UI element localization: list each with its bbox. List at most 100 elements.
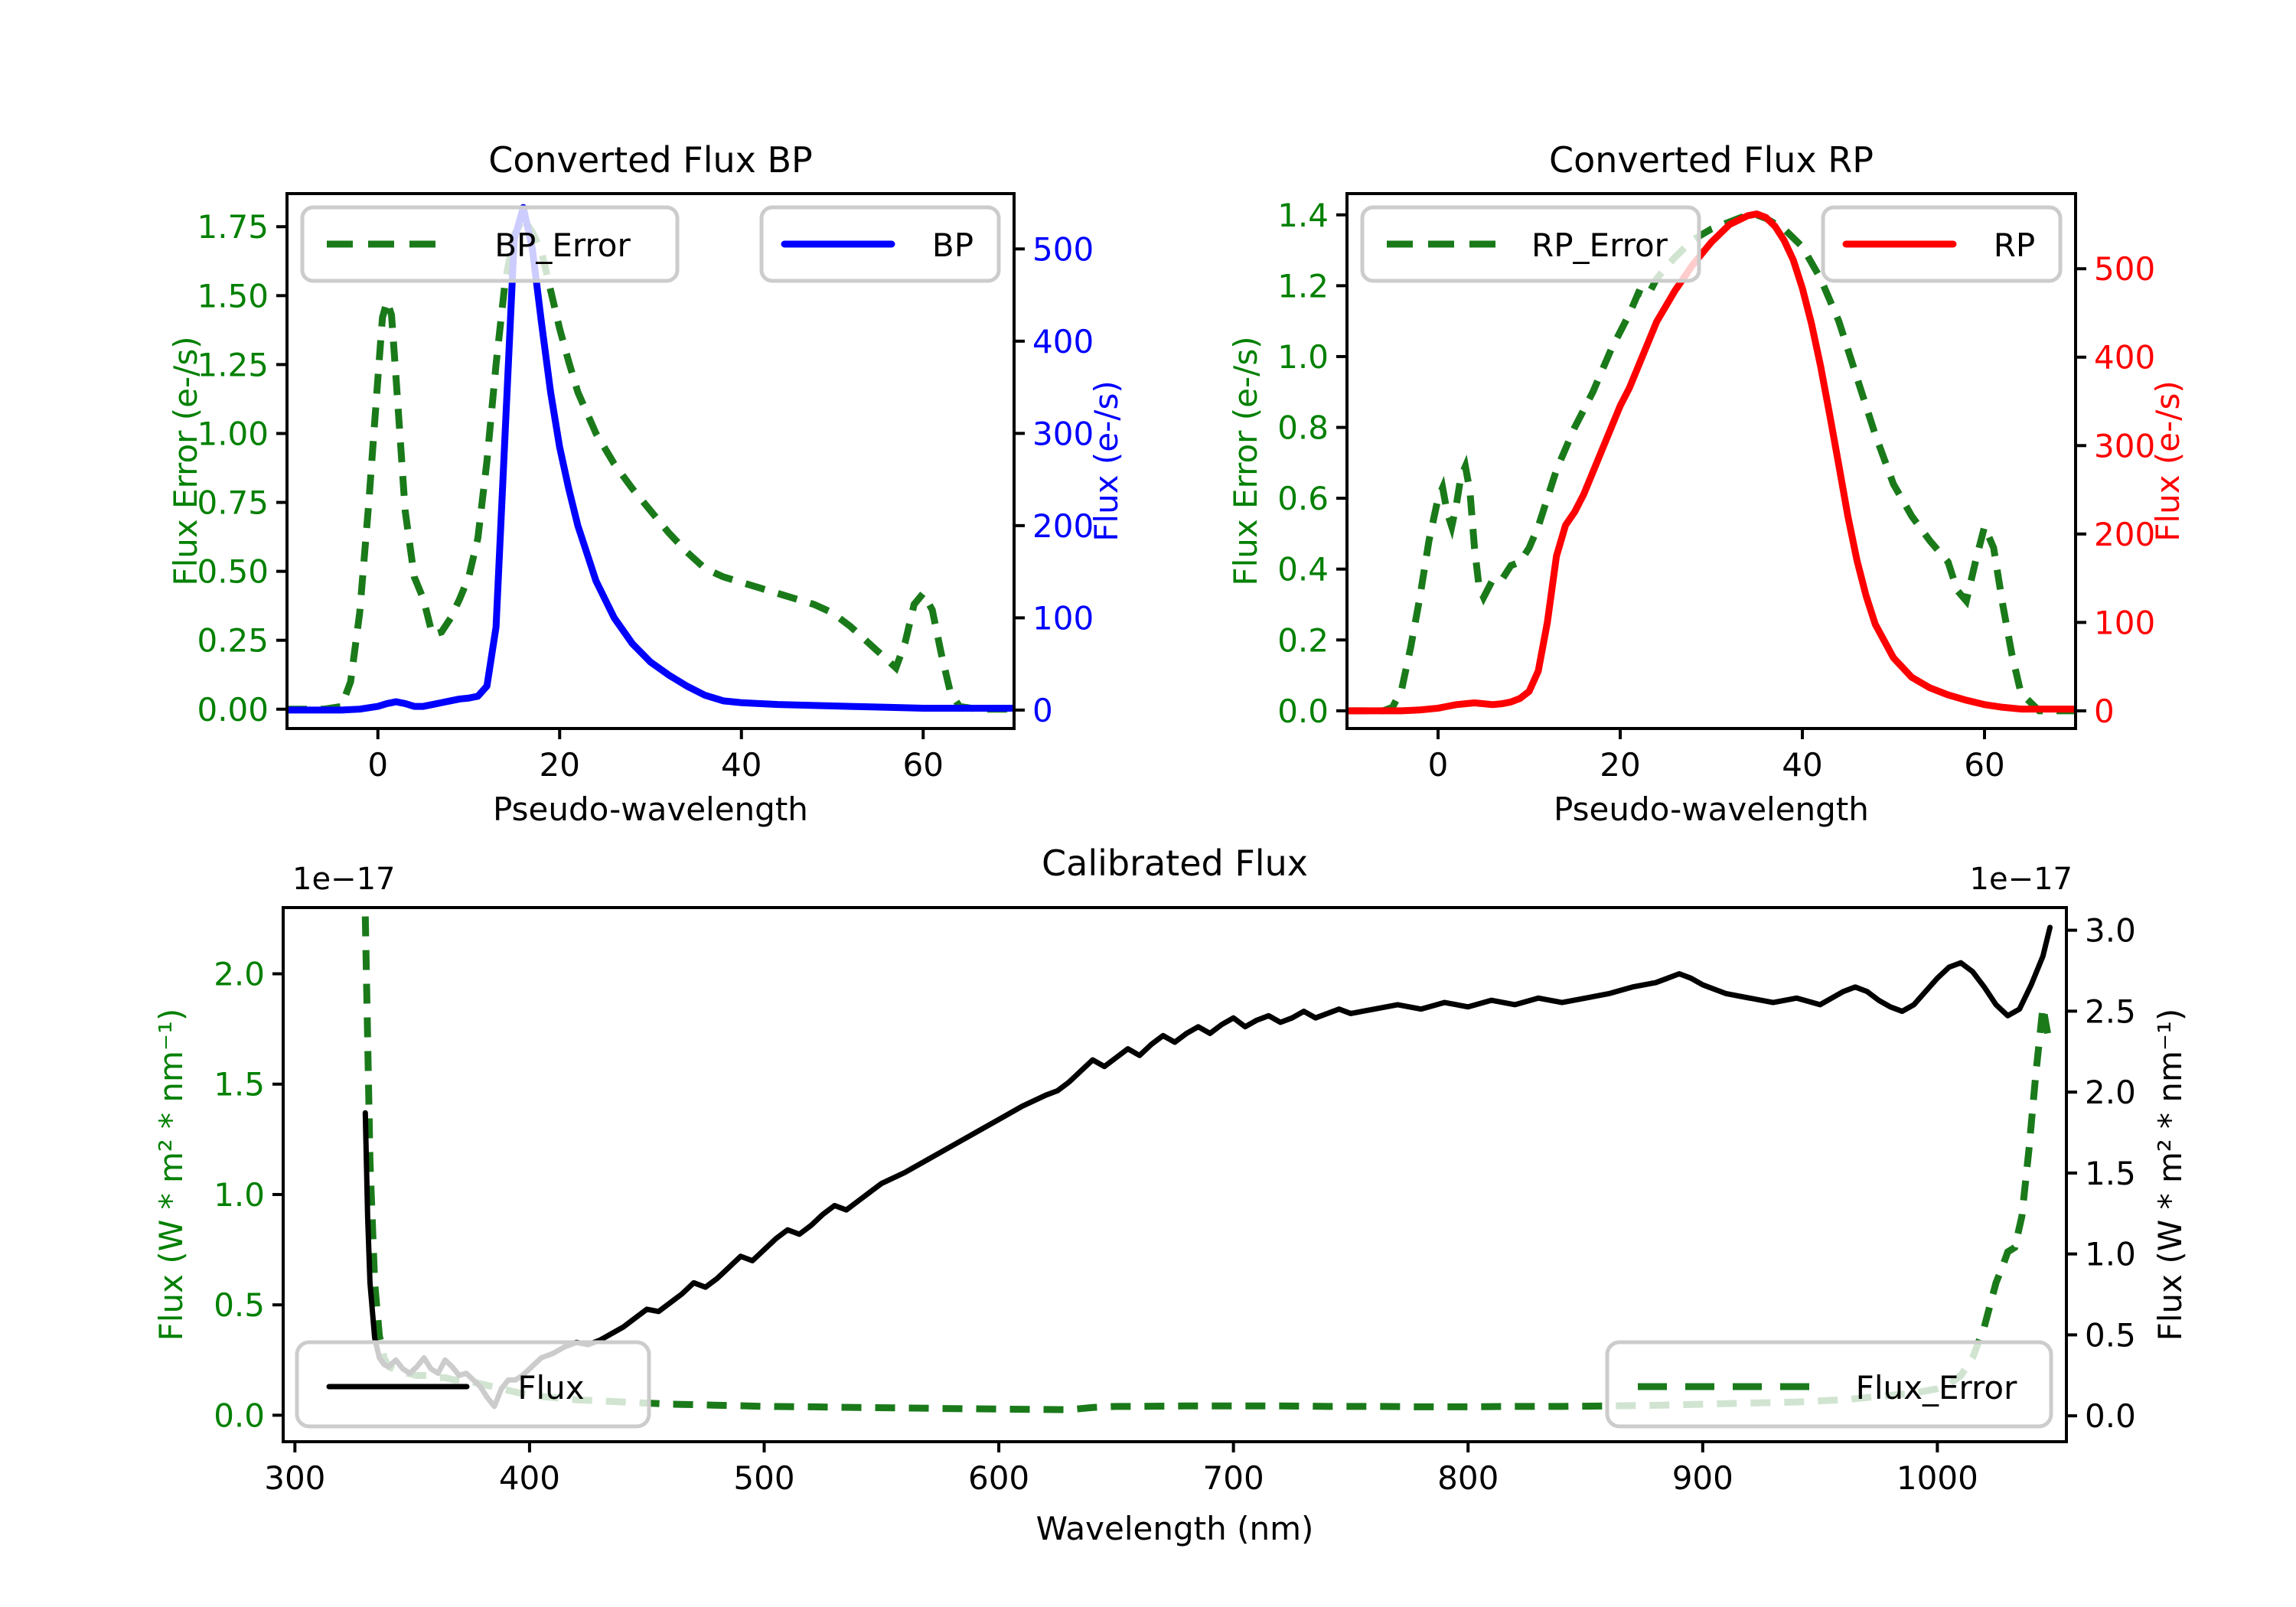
- ytick-label-left-rp: 0.6: [1277, 480, 1329, 517]
- ytick-label-right-cal: 1.5: [2085, 1155, 2136, 1192]
- ytick-label-right-rp: 0: [2094, 693, 2115, 730]
- ytick-label-left-bp: 0.00: [197, 691, 269, 729]
- xtick-label-cal: 800: [1437, 1459, 1499, 1497]
- panel-cal-frame-spine: [282, 906, 2068, 1443]
- ytick-label-left-bp: 1.00: [197, 415, 269, 452]
- ytick-label-left-bp: 0.75: [197, 484, 269, 522]
- rp-flux-curve: [1347, 210, 2076, 715]
- xtick-label-bp: 60: [903, 746, 944, 784]
- flux-curve: [362, 924, 2053, 1410]
- legend-rp-label: RP: [1994, 227, 2036, 264]
- panel-rp-frame: [1345, 192, 2077, 730]
- panel-rp-xlabel: Pseudo-wavelength: [1554, 790, 1869, 828]
- panel-cal-xlabel: Wavelength (nm): [1036, 1510, 1314, 1547]
- legend-flux-error[interactable]: [1605, 1340, 2053, 1429]
- panel-bp-frame: [285, 192, 1016, 730]
- bp-flux-curve: [287, 204, 1014, 714]
- ytick-label-right-cal: 0.0: [2085, 1397, 2136, 1435]
- panel-rp-ylabel-left: Flux Error (e-/s): [1227, 336, 1264, 585]
- xtick-label-bp: 40: [721, 746, 762, 784]
- xtick-label-rp: 40: [1782, 746, 1822, 784]
- ytick-label-left-rp: 0.2: [1277, 621, 1329, 659]
- ytick-label-right-bp: 400: [1032, 323, 1094, 360]
- xtick-label-cal: 500: [733, 1459, 794, 1497]
- ytick-label-left-bp: 0.25: [197, 622, 269, 660]
- panel-cal-offset-right: 1e−17: [1970, 862, 2073, 897]
- panel-bp-frame-spine: [285, 192, 1016, 730]
- ytick-label-right-bp: 200: [1032, 507, 1094, 545]
- ytick-label-left-rp: 1.0: [1277, 338, 1329, 376]
- ytick-label-left-rp: 1.2: [1277, 267, 1329, 305]
- ytick-label-left-bp: 0.50: [197, 553, 269, 591]
- ytick-label-left-cal: 0.5: [214, 1286, 265, 1324]
- legend-bp-error[interactable]: [300, 205, 680, 283]
- xtick-label-cal: 1000: [1896, 1459, 1978, 1497]
- panel-cal-title: Calibrated Flux: [1042, 843, 1308, 884]
- panel-cal-ylabel-left: Flux (W * m² * nm⁻¹): [152, 1009, 190, 1341]
- panel-converted-flux-rp: [1336, 205, 2086, 739]
- legend-flux[interactable]: [295, 1340, 651, 1429]
- ytick-label-left-rp: 0.8: [1277, 409, 1329, 447]
- xtick-label-bp: 0: [367, 746, 388, 784]
- ytick-label-left-cal: 1.5: [214, 1066, 265, 1103]
- panel-bp-curves: [287, 204, 1014, 714]
- ytick-label-right-bp: 100: [1032, 599, 1094, 637]
- legend-flux-label: Flux: [517, 1369, 584, 1407]
- ytick-label-left-bp: 1.50: [197, 277, 269, 315]
- panel-cal-offset-left: 1e−17: [292, 862, 395, 897]
- ytick-label-left-cal: 1.0: [214, 1176, 265, 1214]
- panel-bp-xlabel: Pseudo-wavelength: [493, 790, 808, 828]
- xtick-label-cal: 300: [264, 1459, 325, 1497]
- panel-cal-curves: [361, 916, 2053, 1413]
- panel-rp-curves: [1347, 210, 2076, 715]
- panel-cal-ylabel-right: Flux (W * m² * nm⁻¹): [2151, 1009, 2189, 1341]
- ytick-label-left-cal: 2.0: [214, 956, 265, 993]
- panel-rp-frame-spine: [1345, 192, 2077, 730]
- legend-bp-error-label: BP_Error: [494, 227, 631, 264]
- panel-converted-flux-bp: [276, 204, 1025, 739]
- legend-rp-error[interactable]: [1360, 205, 1701, 283]
- ytick-label-right-cal: 2.5: [2085, 993, 2136, 1030]
- xtick-label-bp: 20: [540, 746, 580, 784]
- bp-error-curve: [287, 211, 1014, 713]
- ytick-label-left-rp: 0.0: [1277, 693, 1329, 730]
- ytick-label-right-cal: 1.0: [2085, 1236, 2136, 1273]
- ytick-label-right-rp: 100: [2094, 604, 2155, 641]
- panel-calibrated-flux: [272, 916, 2077, 1452]
- xtick-label-rp: 0: [1428, 746, 1449, 784]
- ytick-label-right-rp: 200: [2094, 516, 2155, 553]
- flux-error-curve: [361, 916, 2051, 1413]
- xtick-label-cal: 900: [1672, 1459, 1733, 1497]
- ytick-label-left-cal: 0.0: [214, 1397, 265, 1434]
- ytick-label-right-rp: 500: [2094, 250, 2155, 288]
- xtick-label-cal: 700: [1203, 1459, 1264, 1497]
- xtick-label-rp: 60: [1964, 746, 2004, 784]
- ytick-label-right-rp: 300: [2094, 427, 2155, 464]
- ytick-label-right-cal: 0.5: [2085, 1316, 2136, 1354]
- panel-rp-ylabel-right: Flux (e-/s): [2149, 380, 2187, 541]
- xtick-label-rp: 20: [1600, 746, 1640, 784]
- legend-flux-error-label: Flux_Error: [1856, 1369, 2017, 1407]
- rp-error-curve: [1347, 211, 2076, 715]
- ytick-label-left-rp: 1.4: [1277, 197, 1329, 234]
- ytick-label-left-bp: 1.25: [197, 346, 269, 383]
- xtick-label-cal: 600: [968, 1459, 1029, 1497]
- legend-rp-error-label: RP_Error: [1531, 227, 1668, 264]
- panel-bp-ylabel-left: Flux Error (e-/s): [167, 336, 204, 585]
- ytick-label-right-bp: 500: [1032, 230, 1094, 268]
- panel-rp-title: Converted Flux RP: [1549, 139, 1874, 181]
- ytick-label-right-rp: 400: [2094, 339, 2155, 376]
- ytick-label-right-bp: 0: [1032, 692, 1053, 729]
- legend-bp-label: BP: [932, 227, 974, 264]
- panel-bp-ylabel-right: Flux (e-/s): [1088, 380, 1125, 541]
- ytick-label-left-bp: 1.75: [197, 208, 269, 246]
- ytick-label-right-cal: 2.0: [2085, 1074, 2136, 1111]
- panel-bp-title: Converted Flux BP: [488, 139, 813, 181]
- ytick-label-right-cal: 3.0: [2085, 912, 2136, 950]
- ytick-label-left-rp: 0.4: [1277, 551, 1329, 588]
- ytick-label-right-bp: 300: [1032, 415, 1094, 452]
- panel-cal-frame: [282, 906, 2068, 1443]
- xtick-label-cal: 400: [499, 1459, 560, 1497]
